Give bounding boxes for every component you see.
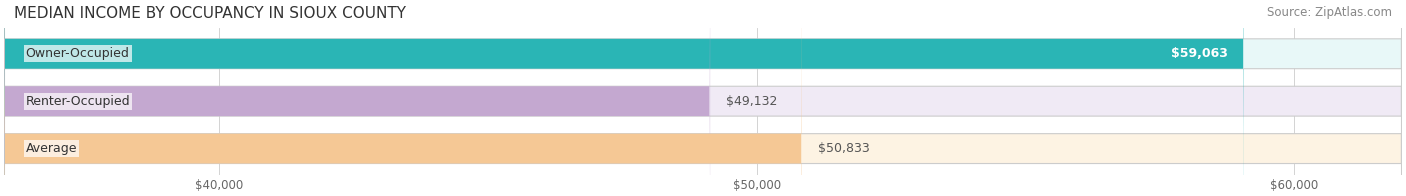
Text: Owner-Occupied: Owner-Occupied: [25, 47, 129, 60]
Text: $59,063: $59,063: [1171, 47, 1227, 60]
Text: Renter-Occupied: Renter-Occupied: [25, 95, 131, 108]
Text: MEDIAN INCOME BY OCCUPANCY IN SIOUX COUNTY: MEDIAN INCOME BY OCCUPANCY IN SIOUX COUN…: [14, 6, 406, 21]
FancyBboxPatch shape: [4, 0, 1244, 196]
FancyBboxPatch shape: [4, 0, 1402, 196]
FancyBboxPatch shape: [4, 0, 1402, 196]
Text: $50,833: $50,833: [818, 142, 869, 155]
FancyBboxPatch shape: [4, 0, 1402, 196]
FancyBboxPatch shape: [4, 0, 801, 196]
Text: $49,132: $49,132: [727, 95, 778, 108]
Text: Source: ZipAtlas.com: Source: ZipAtlas.com: [1267, 6, 1392, 19]
FancyBboxPatch shape: [4, 0, 710, 196]
Text: Average: Average: [25, 142, 77, 155]
